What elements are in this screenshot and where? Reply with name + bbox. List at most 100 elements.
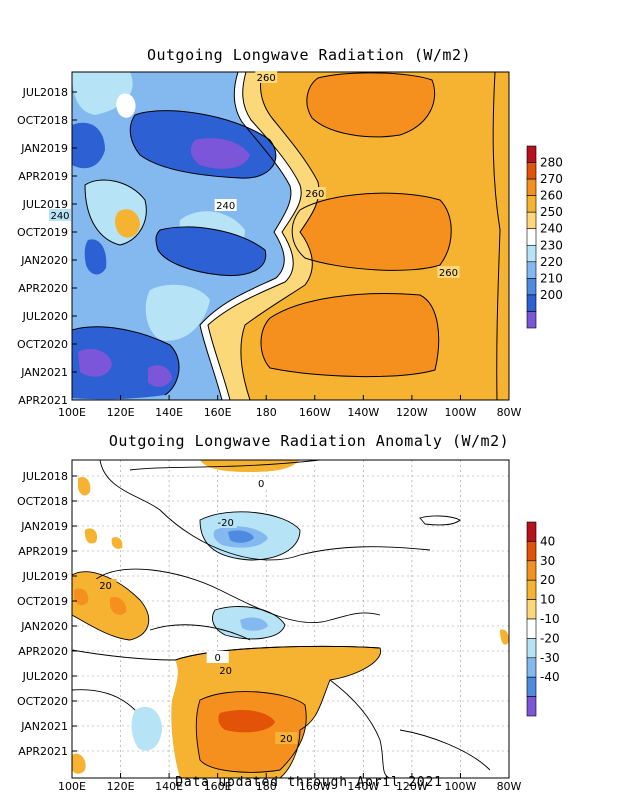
contour-label-bg <box>214 516 237 528</box>
colorbar-label: 240 <box>540 222 563 236</box>
y-tick-label: OCT2019 <box>17 595 68 608</box>
contour-label-bg <box>250 477 273 489</box>
x-tick-label: 100E <box>58 406 86 419</box>
colorbar-label: 20 <box>540 573 555 587</box>
colorbar-swatch <box>526 145 537 163</box>
y-tick-label: JUL2018 <box>22 470 68 483</box>
contour-label: 260 <box>305 189 324 200</box>
colorbar-swatch <box>526 311 537 329</box>
contour-label: -20 <box>217 518 233 529</box>
anomaly-colorbar: 40 30 20 10 -10 -20 -30 -40 <box>526 521 560 717</box>
anomaly-contour-fill <box>72 460 509 778</box>
y-tick-label: OCT2018 <box>17 495 68 508</box>
colorbar-swatch <box>526 657 537 678</box>
colorbar-swatch <box>526 541 537 562</box>
contour-label-bg <box>303 187 326 199</box>
x-tick-label: 100W <box>445 780 477 793</box>
chart-title-olr: Outgoing Longwave Radiation (W/m2) <box>146 46 472 64</box>
colorbar-label: 210 <box>540 271 563 285</box>
anomaly-y-axis: JUL2018 OCT2018 JAN2019 APR2019 JUL2019 OCT20… <box>17 470 77 758</box>
y-tick-label: OCT2020 <box>17 338 68 351</box>
colorbar-label: 260 <box>540 189 563 203</box>
colorbar-label: 200 <box>540 288 563 302</box>
colorbar-swatch <box>526 676 537 697</box>
contour-label-bg <box>275 732 298 744</box>
colorbar-label: 30 <box>540 554 555 568</box>
colorbar-label: 250 <box>540 205 563 219</box>
y-tick-label: APR2021 <box>18 394 68 407</box>
anomaly-plot-frame <box>71 459 510 779</box>
colorbar-label: -40 <box>540 670 560 684</box>
colorbar-label: -20 <box>540 631 560 645</box>
colorbar-label: -30 <box>540 651 560 665</box>
contour-label: 240 <box>50 211 69 222</box>
x-tick-label: 80W <box>497 780 522 793</box>
colorbar-label: -10 <box>540 612 560 626</box>
olr-colorbar: 280 270 260 250 240 230 220 210 200 <box>526 145 563 329</box>
anomaly-contour-labels: 0 -20 20 0 20 20 <box>94 477 298 745</box>
colorbar-label: 220 <box>540 255 563 269</box>
y-tick-label: JUL2019 <box>22 570 68 583</box>
colorbar-swatch <box>526 579 537 600</box>
x-tick-label: 120E <box>107 406 135 419</box>
contour-label: 260 <box>257 73 276 84</box>
y-tick-label: JAN2020 <box>20 254 68 267</box>
olr-plot-frame <box>71 71 510 401</box>
x-tick-label: 120E <box>107 780 135 793</box>
y-tick-label: JUL2018 <box>22 86 68 99</box>
contour-label: 20 <box>219 666 232 677</box>
olr-chart: 100E 120E 140E 160E 180 160W 140W 120W 100W 80W J… <box>17 71 563 419</box>
x-tick-label: 160E <box>204 406 232 419</box>
colorbar-swatch <box>526 294 537 312</box>
x-tick-label: 180 <box>256 780 277 793</box>
y-tick-label: JAN2019 <box>20 142 68 155</box>
y-tick-label: JAN2021 <box>20 720 68 733</box>
olr-contour-labels: 260 260 240 240 260 <box>49 71 460 279</box>
y-tick-label: APR2019 <box>18 545 68 558</box>
x-tick-label: 140E <box>155 406 183 419</box>
colorbar-swatch <box>526 195 537 213</box>
colorbar-swatch <box>526 244 537 263</box>
contour-label: 20 <box>280 734 293 745</box>
contour-label: 240 <box>216 201 235 212</box>
x-tick-label: 140W <box>347 780 379 793</box>
y-tick-label: JAN2021 <box>20 366 68 379</box>
x-tick-label: 100W <box>445 406 477 419</box>
y-tick-label: OCT2018 <box>17 114 68 127</box>
colorbar-label: 10 <box>540 593 555 607</box>
contour-label: 0 <box>214 653 220 664</box>
contour-label: 20 <box>99 581 112 592</box>
y-tick-label: OCT2020 <box>17 695 68 708</box>
y-tick-label: JUL2020 <box>22 310 68 323</box>
x-tick-label: 180 <box>256 406 277 419</box>
olr-y-axis: JUL2018 OCT2018 JAN2019 APR2019 JUL2019 OCT20… <box>17 86 77 407</box>
colorbar-swatch <box>526 521 537 542</box>
contour-label: 0 <box>258 479 264 490</box>
x-tick-label: 160W <box>299 406 331 419</box>
contour-label-bg <box>437 266 460 278</box>
x-tick-label: 160E <box>204 780 232 793</box>
contour-label-bg <box>49 209 71 221</box>
x-tick-label: 80W <box>497 406 522 419</box>
x-tick-label: 160W <box>299 780 331 793</box>
colorbar-swatch <box>526 638 537 659</box>
data-updated-note: Data updated through April 2021 <box>175 775 443 790</box>
olr-x-axis: 100E 120E 140E 160E 180 160W 140W 120W 100W 80W <box>58 395 522 419</box>
contour-label: 260 <box>439 268 458 279</box>
chart-title-olr-anomaly: Outgoing Longwave Radiation Anomaly (W/m… <box>108 432 510 450</box>
colorbar-swatch <box>526 696 537 717</box>
y-tick-label: APR2020 <box>18 645 68 658</box>
contour-label-bg <box>206 651 229 663</box>
colorbar-swatch <box>526 162 537 180</box>
colorbar-label: 280 <box>540 156 563 170</box>
colorbar-swatch <box>526 178 537 196</box>
contour-label-bg <box>214 664 237 676</box>
y-tick-label: JUL2020 <box>22 670 68 683</box>
colorbar-swatch <box>526 618 537 639</box>
anomaly-x-axis: 100E 120E 140E 160E 180 160W 140W 120W 100W 80W <box>58 773 522 793</box>
y-tick-label: OCT2019 <box>17 226 68 239</box>
y-tick-label: APR2019 <box>18 170 68 183</box>
x-tick-label: 140W <box>347 406 379 419</box>
x-tick-label: 140E <box>155 780 183 793</box>
y-tick-label: APR2020 <box>18 282 68 295</box>
